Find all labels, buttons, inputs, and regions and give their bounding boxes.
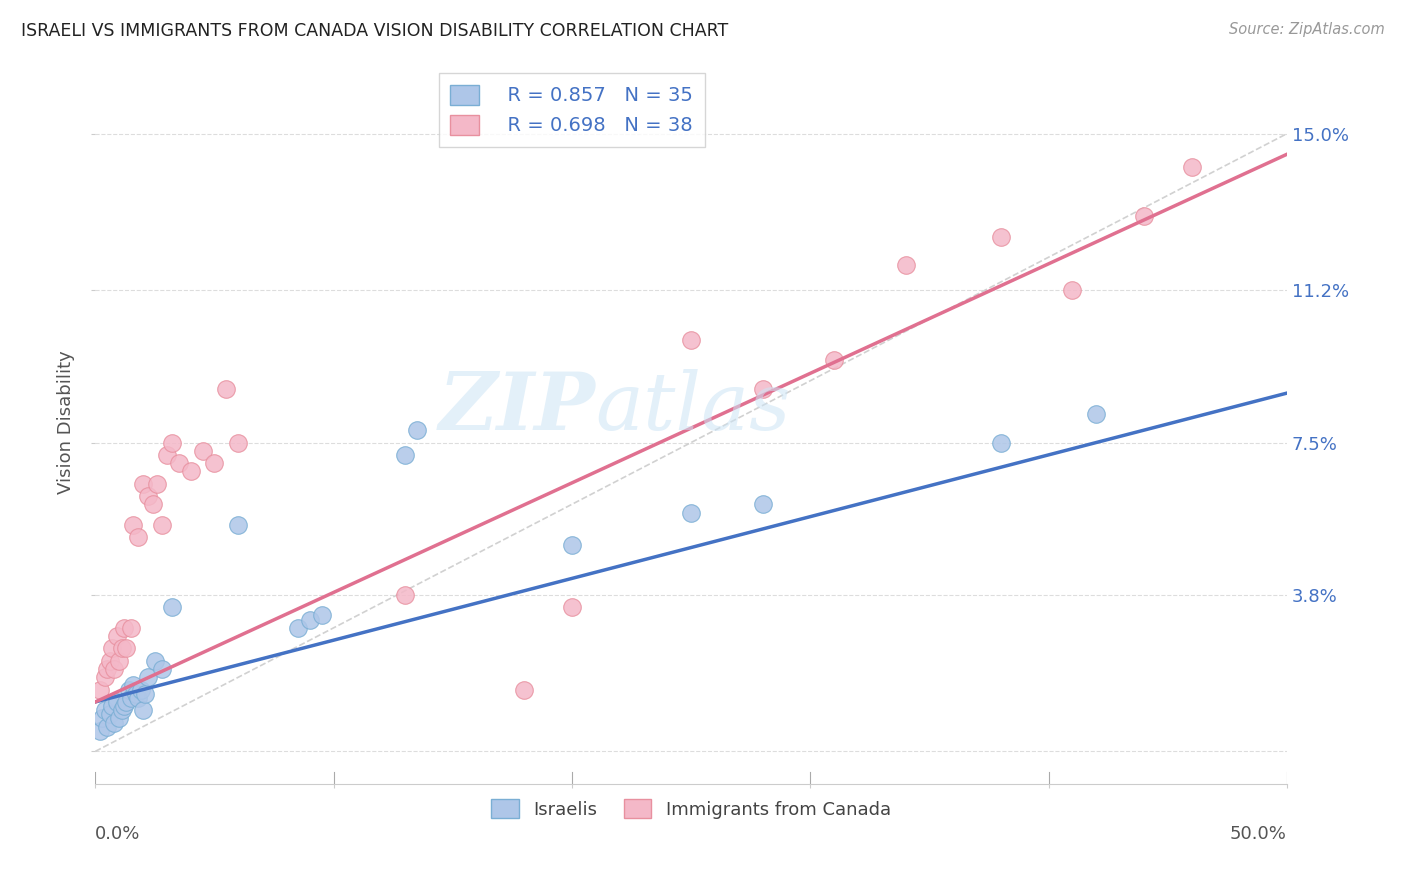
Y-axis label: Vision Disability: Vision Disability bbox=[58, 350, 75, 494]
Point bbox=[118, 682, 141, 697]
Point bbox=[125, 687, 148, 701]
Text: ISRAELI VS IMMIGRANTS FROM CANADA VISION DISABILITY CORRELATION CHART: ISRAELI VS IMMIGRANTS FROM CANADA VISION… bbox=[21, 22, 728, 40]
Point bbox=[110, 641, 132, 656]
Point bbox=[681, 333, 703, 347]
Text: 50.0%: 50.0% bbox=[1230, 825, 1286, 844]
Point bbox=[134, 687, 156, 701]
Point bbox=[751, 382, 773, 396]
Point bbox=[150, 662, 173, 676]
Point bbox=[110, 703, 132, 717]
Text: atlas: atlas bbox=[596, 368, 792, 446]
Point bbox=[561, 600, 583, 615]
Point bbox=[132, 476, 155, 491]
Point bbox=[823, 353, 845, 368]
Point bbox=[894, 259, 917, 273]
Point bbox=[89, 723, 111, 738]
Point bbox=[94, 670, 117, 684]
Point bbox=[287, 621, 309, 635]
Point bbox=[96, 662, 118, 676]
Point bbox=[127, 530, 149, 544]
Point bbox=[103, 715, 125, 730]
Point bbox=[120, 621, 142, 635]
Point bbox=[394, 448, 416, 462]
Point bbox=[751, 497, 773, 511]
Point bbox=[127, 690, 149, 705]
Point bbox=[204, 456, 226, 470]
Point bbox=[226, 435, 249, 450]
Point bbox=[191, 443, 214, 458]
Point bbox=[1062, 283, 1084, 297]
Point bbox=[122, 517, 145, 532]
Point bbox=[94, 703, 117, 717]
Point bbox=[101, 699, 124, 714]
Point bbox=[143, 654, 166, 668]
Point bbox=[990, 435, 1012, 450]
Point bbox=[105, 629, 128, 643]
Point bbox=[160, 435, 183, 450]
Point bbox=[1085, 407, 1108, 421]
Point bbox=[136, 489, 159, 503]
Point bbox=[146, 476, 169, 491]
Point bbox=[112, 621, 135, 635]
Point bbox=[103, 662, 125, 676]
Point bbox=[156, 448, 179, 462]
Point bbox=[112, 699, 135, 714]
Point bbox=[513, 682, 536, 697]
Point bbox=[990, 229, 1012, 244]
Legend: Israelis, Immigrants from Canada: Israelis, Immigrants from Canada bbox=[484, 792, 898, 826]
Point bbox=[1180, 160, 1202, 174]
Point bbox=[129, 682, 152, 697]
Point bbox=[98, 654, 121, 668]
Point bbox=[101, 641, 124, 656]
Point bbox=[120, 690, 142, 705]
Point bbox=[132, 703, 155, 717]
Point bbox=[105, 695, 128, 709]
Point bbox=[180, 464, 202, 478]
Point bbox=[89, 682, 111, 697]
Point bbox=[160, 600, 183, 615]
Point bbox=[226, 517, 249, 532]
Point bbox=[150, 517, 173, 532]
Point bbox=[122, 678, 145, 692]
Point bbox=[141, 497, 163, 511]
Point bbox=[561, 539, 583, 553]
Point bbox=[298, 613, 321, 627]
Point bbox=[108, 711, 131, 725]
Point bbox=[215, 382, 238, 396]
Point bbox=[136, 670, 159, 684]
Point bbox=[115, 695, 138, 709]
Point bbox=[115, 641, 138, 656]
Point bbox=[167, 456, 190, 470]
Point bbox=[98, 707, 121, 722]
Point bbox=[406, 423, 429, 437]
Point bbox=[96, 720, 118, 734]
Point bbox=[394, 588, 416, 602]
Text: Source: ZipAtlas.com: Source: ZipAtlas.com bbox=[1229, 22, 1385, 37]
Point bbox=[311, 608, 333, 623]
Point bbox=[91, 711, 114, 725]
Text: 0.0%: 0.0% bbox=[96, 825, 141, 844]
Point bbox=[108, 654, 131, 668]
Point bbox=[1133, 209, 1156, 223]
Point bbox=[681, 506, 703, 520]
Text: ZIP: ZIP bbox=[439, 368, 596, 446]
